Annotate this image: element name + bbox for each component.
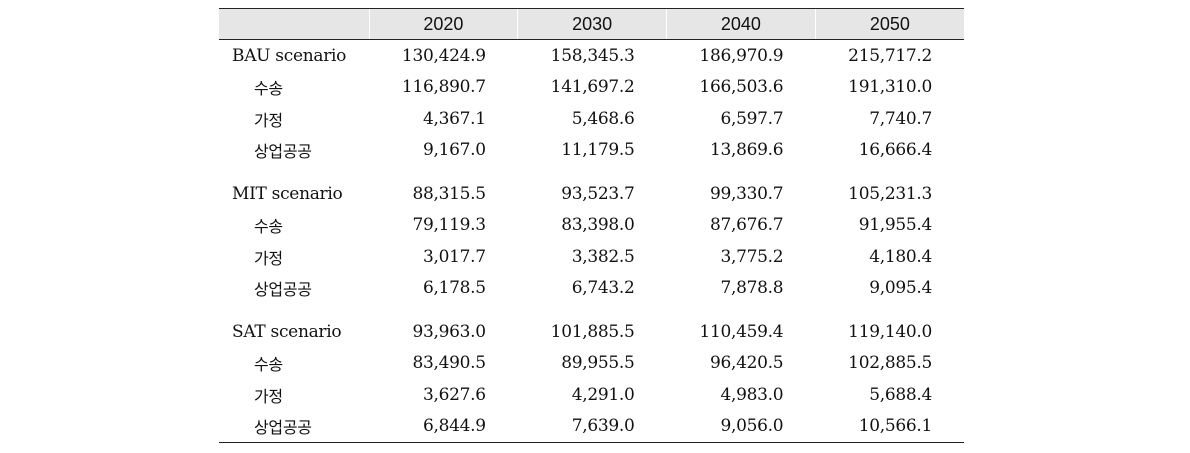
value-cell: 3,382.5 (571, 246, 635, 267)
scenario-table: 2020 2030 2040 2050 BAU scenario 130,424… (219, 8, 964, 443)
value-cell: 6,597.7 (720, 108, 784, 129)
value-cell: 215,717.2 (848, 45, 932, 66)
sector-label: 상업공공 (254, 142, 312, 162)
sector-row: 상업공공 6,844.9 7,639.0 9,056.0 10,566.1 (219, 410, 964, 443)
value-cell: 7,878.8 (720, 278, 784, 299)
value-cell: 101,885.5 (550, 321, 635, 342)
value-cell: 79,119.3 (412, 215, 486, 236)
sector-row: 가정 3,017.7 3,382.5 3,775.2 4,180.4 (219, 241, 964, 273)
value-cell: 93,523.7 (561, 183, 635, 204)
header-cell-year: 2030 (517, 8, 667, 40)
sector-label: 가정 (254, 110, 283, 130)
scenario-label: BAU scenario (232, 45, 347, 66)
value-cell: 16,666.4 (858, 140, 933, 161)
value-cell: 10,566.1 (815, 410, 964, 443)
scenario-label: SAT scenario (232, 321, 342, 342)
value-cell: 3,775.2 (720, 246, 784, 267)
value-cell: 130,424.9 (401, 45, 486, 66)
value-cell: 4,291.0 (571, 384, 635, 405)
sector-row: 수송 79,119.3 83,398.0 87,676.7 91,955.4 (219, 210, 964, 242)
sector-label: 상업공공 (219, 410, 369, 443)
value-cell: 87,676.7 (709, 215, 784, 236)
header-cell-year: 2020 (368, 8, 518, 40)
sector-label: 가정 (254, 386, 283, 406)
sector-label: 수송 (254, 355, 283, 375)
header-cell-label (219, 8, 369, 40)
value-cell: 116,890.7 (401, 77, 486, 98)
value-cell: 105,231.3 (848, 183, 932, 204)
value-cell: 158,345.3 (550, 45, 635, 66)
value-cell: 7,740.7 (869, 108, 932, 129)
sector-label: 수송 (254, 217, 283, 237)
value-cell: 83,398.0 (561, 215, 635, 236)
sector-label: 상업공공 (254, 280, 312, 300)
value-cell: 3,627.6 (422, 384, 486, 405)
value-cell: 110,459.4 (699, 321, 784, 342)
value-cell: 9,095.4 (869, 278, 932, 299)
value-cell: 5,688.4 (869, 384, 932, 405)
scenario-table-container: 2020 2030 2040 2050 BAU scenario 130,424… (219, 8, 964, 443)
value-cell: 96,420.5 (709, 353, 784, 374)
value-cell: 6,178.5 (422, 278, 486, 299)
value-cell: 6,743.2 (571, 278, 635, 299)
value-cell: 4,983.0 (720, 384, 784, 405)
sector-row: 수송 83,490.5 89,955.5 96,420.5 102,885.5 (219, 348, 964, 380)
sector-row: 가정 4,367.1 5,468.6 6,597.7 7,740.7 (219, 103, 964, 135)
table-body: BAU scenario 130,424.9 158,345.3 186,970… (219, 40, 964, 443)
sector-row: 수송 116,890.7 141,697.2 166,503.6 191,310… (219, 72, 964, 104)
value-cell: 7,639.0 (517, 410, 667, 443)
scenario-row: BAU scenario 130,424.9 158,345.3 186,970… (219, 40, 964, 72)
value-cell: 119,140.0 (848, 321, 932, 342)
value-cell: 4,180.4 (869, 246, 932, 267)
value-cell: 9,167.0 (422, 140, 486, 161)
value-cell: 91,955.4 (858, 215, 933, 236)
scenario-row: SAT scenario 93,963.0 101,885.5 110,459.… (219, 316, 964, 348)
value-cell: 191,310.0 (848, 77, 932, 98)
value-cell: 102,885.5 (848, 353, 932, 374)
value-cell: 3,017.7 (422, 246, 486, 267)
sector-label: 가정 (254, 248, 283, 268)
header-row: 2020 2030 2040 2050 (219, 8, 964, 40)
value-cell: 88,315.5 (412, 183, 486, 204)
table-header: 2020 2030 2040 2050 (219, 8, 964, 40)
value-cell: 83,490.5 (412, 353, 486, 374)
value-cell: 186,970.9 (699, 45, 784, 66)
header-cell-year: 2040 (666, 8, 816, 40)
sector-label: 수송 (254, 79, 283, 99)
value-cell: 99,330.7 (709, 183, 784, 204)
scenario-label: MIT scenario (232, 183, 343, 204)
value-cell: 9,056.0 (666, 410, 816, 443)
header-cell-year: 2050 (814, 8, 964, 40)
value-cell: 89,955.5 (561, 353, 635, 374)
scenario-row: MIT scenario 88,315.5 93,523.7 99,330.7 … (219, 178, 964, 210)
sector-row: 상업공공 9,167.0 11,179.5 13,869.6 16,666.4 (219, 135, 964, 167)
sector-row: 가정 3,627.6 4,291.0 4,983.0 5,688.4 (219, 379, 964, 411)
sector-row: 상업공공 6,178.5 6,743.2 7,878.8 9,095.4 (219, 273, 964, 305)
value-cell: 93,963.0 (412, 321, 486, 342)
value-cell: 5,468.6 (571, 108, 635, 129)
value-cell: 13,869.6 (709, 140, 784, 161)
group-spacer (219, 166, 964, 178)
value-cell: 141,697.2 (550, 77, 635, 98)
value-cell: 11,179.5 (561, 140, 635, 161)
value-cell: 4,367.1 (422, 108, 486, 129)
value-cell: 166,503.6 (699, 77, 784, 98)
value-cell: 6,844.9 (369, 410, 518, 443)
group-spacer (219, 304, 964, 316)
